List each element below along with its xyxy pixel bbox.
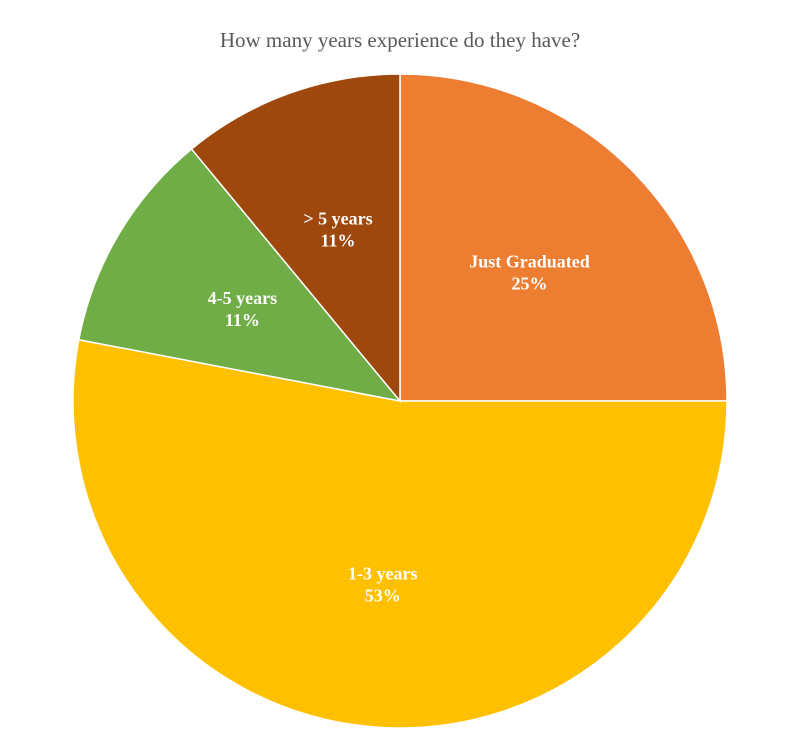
pie-slice-2 xyxy=(77,147,402,403)
pie-label-1: 1-3 years 53% xyxy=(348,563,417,605)
chart-title: How many years experience do they have? xyxy=(219,28,581,52)
pie-label-0: Just Graduated 25% xyxy=(469,252,590,294)
pie-slice-3 xyxy=(190,73,401,404)
pie-label-percent-1: 53% xyxy=(365,585,401,605)
pie-label-percent-2: 11% xyxy=(225,310,260,330)
pie-label-2: 4-5 years 11% xyxy=(208,288,277,330)
pie-slice-1 xyxy=(72,338,728,729)
pie-label-name-1: 1-3 years xyxy=(348,563,417,583)
pie-label-name-0: Just Graduated xyxy=(469,252,590,272)
pie-label-name-3: > 5 years xyxy=(303,209,372,229)
pie-label-3: > 5 years 11% xyxy=(303,209,372,251)
pie-slices xyxy=(72,73,728,729)
pie-labels: Just Graduated 25%1-3 years 53%4-5 years 11… xyxy=(208,209,590,606)
pie-label-percent-0: 25% xyxy=(511,274,547,294)
pie-label-percent-3: 11% xyxy=(320,231,355,251)
pie-slice-0 xyxy=(399,73,728,402)
pie-label-name-2: 4-5 years xyxy=(208,288,277,308)
